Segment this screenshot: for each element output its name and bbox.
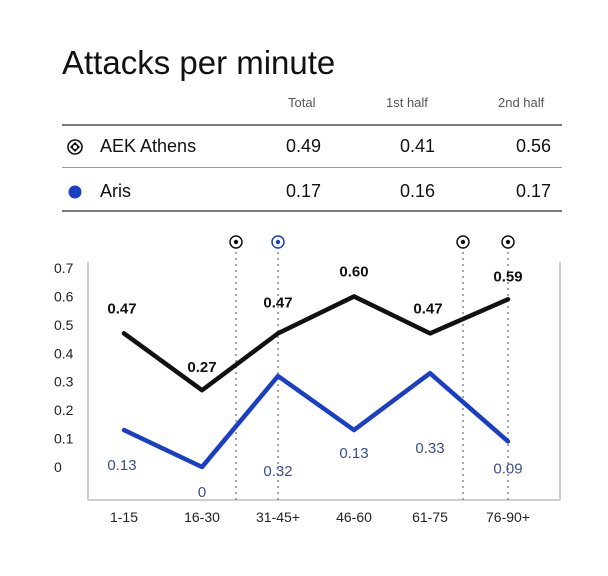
football-icon-center xyxy=(460,239,466,245)
football-icon-blue-center xyxy=(275,239,281,245)
column-header-second-half: 2nd half xyxy=(498,95,545,110)
x-tick-label: 46-60 xyxy=(336,509,372,525)
value-second-half: 0.56 xyxy=(516,136,552,156)
y-tick-label: 0.7 xyxy=(54,260,74,276)
aris-data-label: 0 xyxy=(198,484,206,501)
aek-data-label: 0.59 xyxy=(493,268,522,285)
aek-data-label: 0.47 xyxy=(107,300,136,317)
y-tick-label: 0.3 xyxy=(54,374,74,390)
aek-series-line xyxy=(121,294,511,393)
aris-data-label: 0.13 xyxy=(107,457,136,474)
blue-dot-icon xyxy=(68,185,82,199)
team-name: Aris xyxy=(100,181,131,201)
x-tick-label: 61-75 xyxy=(412,509,448,525)
y-tick-label: 0.6 xyxy=(54,288,74,304)
team-name: AEK Athens xyxy=(100,136,197,156)
y-tick-label: 0.4 xyxy=(54,345,74,361)
table-row-divider xyxy=(62,167,562,168)
table-bottom-divider xyxy=(62,210,562,212)
x-tick-label: 1-15 xyxy=(110,509,138,525)
aris-data-label: 0.13 xyxy=(339,445,368,462)
table-row-aris: Aris 0.17 0.16 0.17 xyxy=(62,172,562,212)
football-icon-center xyxy=(505,239,511,245)
aek-data-label: 0.47 xyxy=(263,294,292,311)
value-total: 0.17 xyxy=(286,181,322,201)
value-second-half: 0.17 xyxy=(516,181,552,201)
table-top-divider xyxy=(62,124,562,126)
x-tick-label: 31-45+ xyxy=(256,509,300,525)
value-total: 0.49 xyxy=(286,136,322,156)
aek-crest-icon xyxy=(67,139,83,155)
page-title: Attacks per minute xyxy=(62,44,336,81)
y-tick-label: 0 xyxy=(54,459,62,475)
y-tick-label: 0.1 xyxy=(54,431,74,447)
y-tick-label: 0.2 xyxy=(54,402,74,418)
column-header-total: Total xyxy=(288,95,316,110)
value-first-half: 0.16 xyxy=(400,181,436,201)
aris-data-label: 0.32 xyxy=(263,463,292,480)
aek-data-label: 0.60 xyxy=(339,263,368,280)
x-tick-label: 76-90+ xyxy=(486,509,530,525)
aris-series-line xyxy=(121,370,511,470)
aris-data-label: 0.33 xyxy=(415,440,444,457)
aris-data-label: 0.09 xyxy=(493,460,522,477)
x-tick-label: 16-30 xyxy=(184,509,220,525)
y-tick-label: 0.5 xyxy=(54,317,74,333)
football-icon-center xyxy=(233,239,239,245)
aek-data-label: 0.27 xyxy=(187,359,216,376)
table-row-aek: AEK Athens 0.49 0.41 0.56 xyxy=(62,127,562,167)
value-first-half: 0.41 xyxy=(400,136,436,156)
column-header-first-half: 1st half xyxy=(386,95,428,110)
aek-data-label: 0.47 xyxy=(413,300,442,317)
